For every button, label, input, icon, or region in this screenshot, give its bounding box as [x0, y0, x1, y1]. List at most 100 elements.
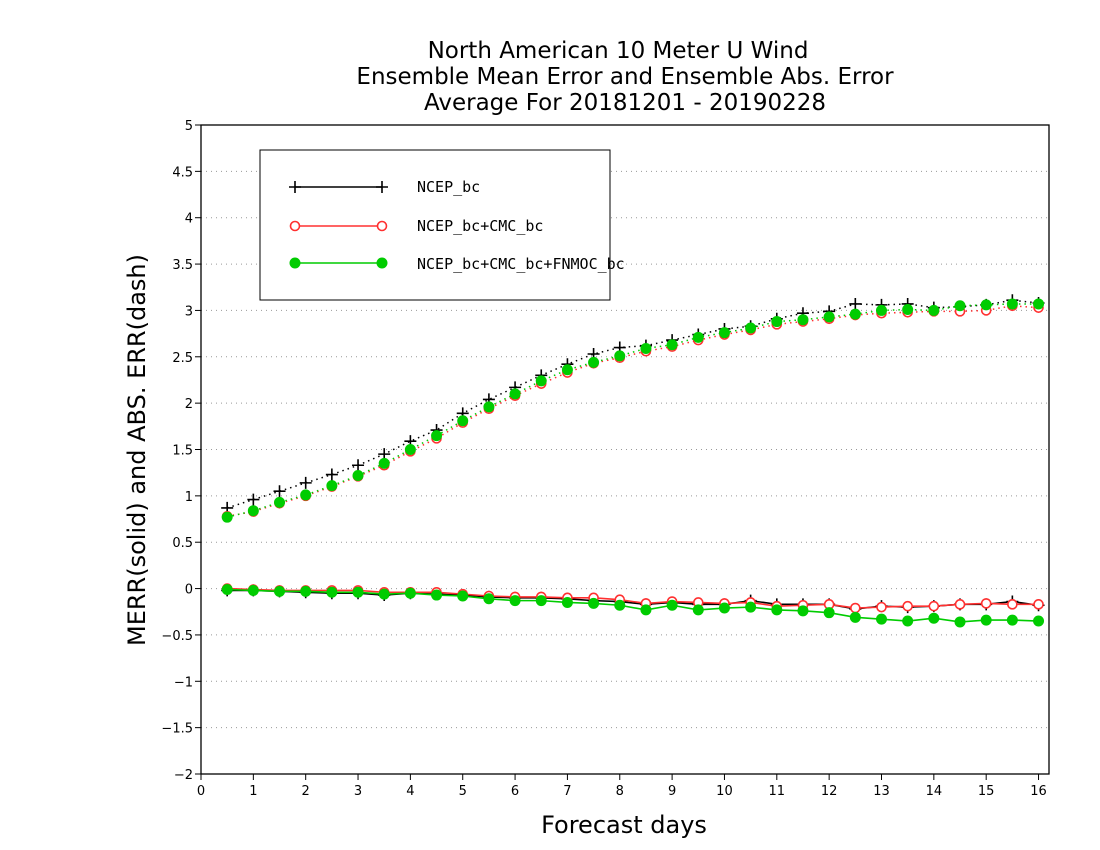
- abs-err-point-ncep-bc-cmc-bc-fnmoc-bc: [483, 401, 495, 413]
- abs-err-point-ncep-bc-cmc-bc-fnmoc-bc: [300, 489, 312, 501]
- chart-title-line-2: Ensemble Mean Error and Ensemble Abs. Er…: [356, 64, 894, 90]
- merr-point-ncep-bc-cmc-bc-fnmoc-bc: [666, 599, 678, 611]
- merr-point-ncep-bc-cmc-bc-fnmoc-bc: [797, 605, 809, 617]
- abs-err-point-ncep-bc: [299, 476, 312, 489]
- abs-err-point-ncep-bc-cmc-bc-fnmoc-bc: [823, 311, 835, 323]
- merr-point-ncep-bc-cmc-bc-fnmoc-bc: [588, 597, 600, 609]
- merr-point-ncep-bc-cmc-bc-fnmoc-bc: [326, 586, 338, 598]
- x-tick-label: 10: [716, 784, 733, 799]
- x-tick-label: 2: [302, 784, 310, 799]
- abs-err-point-ncep-bc-cmc-bc-fnmoc-bc: [535, 375, 547, 387]
- abs-err-point-ncep-bc: [247, 493, 260, 506]
- legend-marker-ncep-bc-cmc-bc: [289, 220, 301, 232]
- abs-err-point-ncep-bc-cmc-bc-fnmoc-bc: [875, 304, 887, 316]
- merr-point-ncep-bc-cmc-bc: [876, 601, 887, 613]
- legend-label-ncep-bc: NCEP_bc: [417, 178, 480, 196]
- abs-err-point-ncep-bc-cmc-bc-fnmoc-bc: [247, 505, 259, 517]
- merr-point-ncep-bc-cmc-bc: [1007, 599, 1018, 610]
- abs-err-point-ncep-bc-cmc-bc-fnmoc-bc: [457, 415, 469, 427]
- merr-point-ncep-bc-cmc-bc: [954, 599, 966, 610]
- merr-point-ncep-bc-cmc-bc-fnmoc-bc: [875, 613, 887, 625]
- x-tick-label: 14: [926, 784, 943, 799]
- merr-point-ncep-bc-cmc-bc-fnmoc-bc: [692, 604, 704, 616]
- x-tick-label: 11: [769, 784, 786, 799]
- legend: NCEP_bc NCEP_bc+CMC_bc NCEP_bc+CMC_bc+FN…: [259, 149, 625, 301]
- merr-point-ncep-bc-cmc-bc-fnmoc-bc: [535, 595, 547, 607]
- legend-label-ncep-cmc-fnmoc: NCEP_bc+CMC_bc+FNMOC_bc: [417, 255, 625, 273]
- merr-point-ncep-bc-cmc-bc-fnmoc-bc: [640, 604, 652, 616]
- legend-marker-ncep-bc-cmc-bc: [376, 220, 388, 232]
- merr-point-ncep-bc-cmc-bc-fnmoc-bc: [954, 616, 966, 628]
- y-tick-label: −1.5: [161, 722, 193, 737]
- abs-err-point-ncep-bc-cmc-bc-fnmoc-bc: [771, 316, 783, 328]
- legend-entries: [289, 181, 388, 269]
- abs-err-point-ncep-bc-cmc-bc-fnmoc-bc: [640, 342, 652, 354]
- x-tick-label: 9: [668, 784, 676, 799]
- y-axis-title: MERR(solid) and ABS. ERR(dash): [123, 254, 151, 646]
- merr-point-ncep-bc-cmc-bc: [1033, 599, 1044, 610]
- legend-box: [259, 149, 611, 301]
- merr-point-ncep-bc-cmc-bc: [980, 598, 992, 609]
- merr-point-ncep-bc-cmc-bc-fnmoc-bc: [902, 615, 914, 627]
- abs-err-point-ncep-bc-cmc-bc-fnmoc-bc: [274, 496, 286, 508]
- abs-err-point-ncep-bc-cmc-bc-fnmoc-bc: [352, 469, 364, 481]
- series-layer: [221, 294, 1045, 628]
- y-tick-label: 4: [185, 212, 193, 227]
- merr-point-ncep-bc-cmc-bc-fnmoc-bc: [274, 585, 286, 597]
- merr-point-ncep-bc-cmc-bc-fnmoc-bc: [771, 604, 783, 616]
- abs-err-point-ncep-bc-cmc-bc-fnmoc-bc: [1033, 298, 1045, 310]
- abs-err-point-ncep-bc-cmc-bc-fnmoc-bc: [1006, 298, 1018, 310]
- abs-err-point-ncep-bc-cmc-bc-fnmoc-bc: [928, 304, 940, 316]
- merr-point-ncep-bc-cmc-bc: [850, 602, 861, 614]
- abs-err-line-ncep-bc: [226, 299, 1039, 509]
- abs-err-point-ncep-bc-cmc-bc-fnmoc-bc: [666, 339, 678, 351]
- merr-point-ncep-bc-cmc-bc-fnmoc-bc: [404, 587, 416, 599]
- y-tick-label: 5: [185, 119, 193, 134]
- x-tick-label: 16: [1030, 784, 1047, 799]
- merr-point-ncep-bc-cmc-bc-fnmoc-bc: [431, 589, 443, 601]
- merr-point-ncep-bc-cmc-bc: [902, 600, 913, 612]
- abs-err-point-ncep-bc-cmc-bc-fnmoc-bc: [849, 308, 861, 320]
- chart-title-line-3: Average For 20181201 - 20190228: [424, 90, 826, 116]
- y-tick-label: 2: [185, 397, 193, 412]
- legend-marker-ncep-bc-cmc-bc-fnmoc-bc: [376, 257, 388, 269]
- abs-err-point-ncep-bc-cmc-bc-fnmoc-bc: [718, 327, 730, 339]
- y-tick-label: 3: [185, 304, 193, 319]
- y-tick-label: 1.5: [172, 444, 193, 459]
- merr-point-ncep-bc-cmc-bc-fnmoc-bc: [1006, 614, 1018, 626]
- tick-layer: −2−1.5−1−0.500.511.522.533.544.550 1 2 3 4 5 6…: [161, 119, 1046, 799]
- abs-err-point-ncep-bc: [849, 297, 862, 310]
- abs-err-point-ncep-bc-cmc-bc-fnmoc-bc: [221, 511, 233, 523]
- merr-point-ncep-bc-cmc-bc-fnmoc-bc: [352, 586, 364, 598]
- x-tick-label: 1: [249, 784, 257, 799]
- merr-point-ncep-bc-cmc-bc-fnmoc-bc: [849, 611, 861, 623]
- y-tick-label: 3.5: [172, 258, 193, 273]
- x-tick-label: 0: [197, 784, 205, 799]
- y-tick-label: 2.5: [172, 351, 193, 366]
- abs-err-point-ncep-bc-cmc-bc-fnmoc-bc: [378, 457, 390, 469]
- x-tick-label: 12: [821, 784, 838, 799]
- legend-marker-ncep-bc-cmc-bc-fnmoc-bc: [289, 257, 301, 269]
- abs-err-point-ncep-bc-cmc-bc-fnmoc-bc: [509, 388, 521, 400]
- y-tick-label: −1: [174, 675, 193, 690]
- abs-err-point-ncep-bc-cmc-bc-fnmoc-bc: [561, 364, 573, 376]
- abs-err-point-ncep-bc-cmc-bc-fnmoc-bc: [614, 350, 626, 362]
- y-tick-label: 4.5: [172, 165, 193, 180]
- x-tick-label: 8: [616, 784, 624, 799]
- x-axis-title: Forecast days: [541, 811, 707, 839]
- y-tick-label: 0.5: [172, 536, 193, 551]
- merr-point-ncep-bc-cmc-bc-fnmoc-bc: [483, 593, 495, 605]
- abs-err-point-ncep-bc-cmc-bc-fnmoc-bc: [902, 304, 914, 316]
- abs-err-point-ncep-bc: [325, 468, 338, 481]
- abs-err-point-ncep-bc-cmc-bc-fnmoc-bc: [954, 300, 966, 312]
- merr-point-ncep-bc-cmc-bc-fnmoc-bc: [745, 601, 757, 613]
- x-tick-label: 4: [406, 784, 414, 799]
- merr-point-ncep-bc-cmc-bc-fnmoc-bc: [561, 596, 573, 608]
- merr-point-ncep-bc-cmc-bc-fnmoc-bc: [221, 583, 233, 595]
- merr-point-ncep-bc-cmc-bc-fnmoc-bc: [509, 595, 521, 607]
- abs-err-point-ncep-bc: [273, 485, 286, 498]
- abs-err-point-ncep-bc-cmc-bc-fnmoc-bc: [588, 356, 600, 368]
- merr-point-ncep-bc-cmc-bc-fnmoc-bc: [980, 614, 992, 626]
- abs-err-point-ncep-bc-cmc-bc-fnmoc-bc: [745, 322, 757, 334]
